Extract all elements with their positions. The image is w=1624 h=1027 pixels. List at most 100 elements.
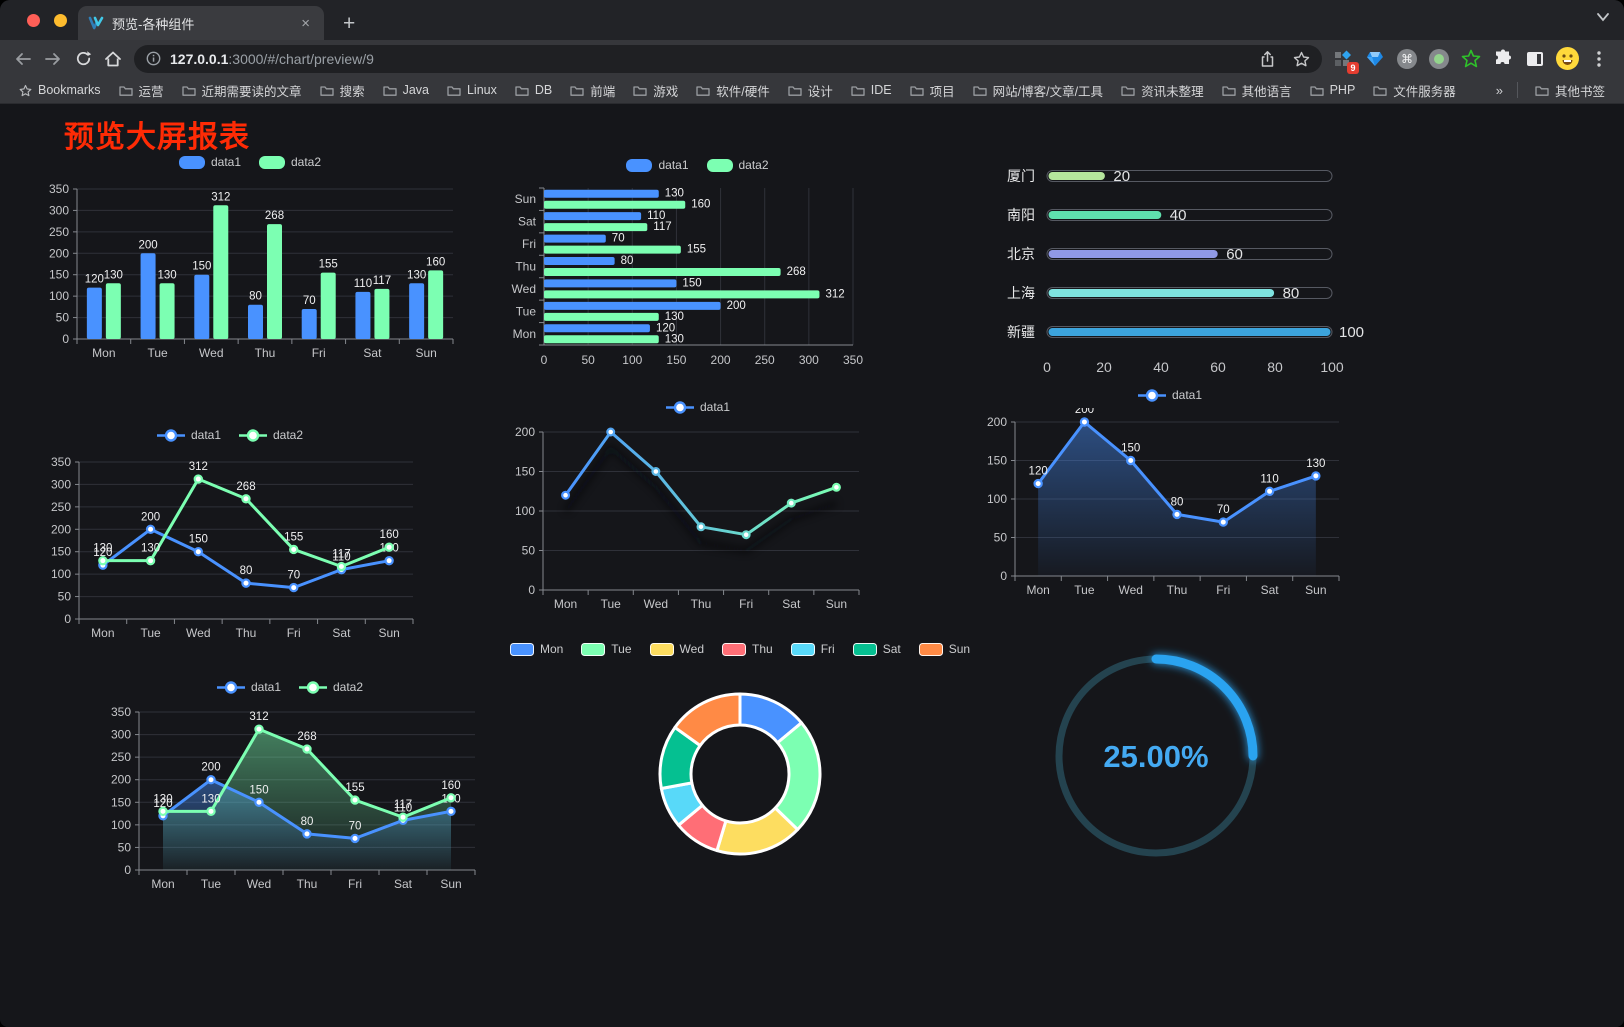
extension-gem-icon[interactable] — [1362, 46, 1388, 72]
svg-text:Sat: Sat — [363, 346, 382, 360]
other-bookmarks-label: 其他书签 — [1554, 84, 1605, 99]
folder-icon — [570, 85, 584, 96]
bookmark-item[interactable]: 搜索 — [311, 78, 374, 103]
legend-swatch — [259, 155, 285, 169]
bookmark-item[interactable]: IDE — [842, 80, 901, 100]
legend-label: Mon — [539, 642, 564, 656]
svg-text:Mon: Mon — [151, 877, 174, 891]
other-bookmarks-folder[interactable]: 其他书签 — [1526, 78, 1614, 103]
legend-item[interactable]: Tue — [581, 642, 632, 656]
svg-text:250: 250 — [51, 500, 71, 514]
extension-grid-icon[interactable]: 9 — [1330, 46, 1359, 74]
extensions-puzzle-icon[interactable] — [1490, 46, 1516, 72]
bookmark-item[interactable]: 软件/硬件 — [687, 78, 778, 103]
side-panel-icon[interactable] — [1522, 46, 1548, 72]
legend-item[interactable]: Mon — [509, 642, 564, 656]
svg-text:350: 350 — [843, 353, 863, 367]
svg-text:40: 40 — [1153, 359, 1169, 375]
legend-swatch — [178, 155, 205, 169]
legend-item[interactable]: data1 — [626, 158, 689, 172]
home-icon[interactable] — [98, 44, 128, 74]
bookmark-item[interactable]: 文件服务器 — [1364, 78, 1465, 103]
legend-marker-icon — [239, 428, 267, 442]
legend-item[interactable]: data2 — [239, 428, 303, 442]
svg-text:250: 250 — [49, 225, 69, 239]
legend-item[interactable]: data1 — [665, 400, 730, 414]
profile-avatar[interactable] — [1554, 46, 1580, 72]
svg-text:Mon: Mon — [554, 597, 577, 611]
bookmark-item[interactable]: Java — [374, 80, 438, 100]
back-icon[interactable] — [8, 44, 38, 74]
legend-item[interactable]: data2 — [259, 155, 321, 169]
folder-icon — [118, 85, 133, 96]
share-icon[interactable] — [1260, 50, 1275, 68]
bookmark-item[interactable]: 近期需要读的文章 — [173, 78, 311, 103]
svg-text:Thu: Thu — [691, 597, 712, 611]
bookmark-item[interactable]: 项目 — [901, 78, 964, 103]
close-window-button[interactable] — [27, 14, 40, 27]
bookmark-star-icon[interactable] — [1293, 51, 1310, 67]
tab-search-chevron-icon[interactable] — [1596, 12, 1610, 22]
minimize-window-button[interactable] — [54, 14, 67, 27]
legend-item[interactable]: Wed — [649, 642, 704, 656]
bookmark-item[interactable]: DB — [506, 80, 561, 100]
svg-text:150: 150 — [515, 465, 535, 479]
bookmark-item[interactable]: 网站/博客/文章/工具 — [964, 78, 1112, 103]
extension-dot-icon[interactable] — [1426, 46, 1452, 72]
legend-item[interactable]: data1 — [156, 428, 221, 442]
svg-text:0: 0 — [541, 353, 548, 367]
legend-item[interactable]: Thu — [722, 642, 773, 656]
reload-icon[interactable] — [68, 44, 98, 74]
bookmark-label: 网站/博客/文章/工具 — [992, 84, 1104, 99]
browser-tab[interactable]: 预览-各种组件 × — [78, 6, 324, 40]
bookmark-item[interactable]: 运营 — [110, 78, 173, 103]
legend-item[interactable]: data1 — [1137, 388, 1202, 402]
extension-command-icon[interactable]: ⌘ — [1394, 46, 1420, 72]
svg-text:新疆: 新疆 — [1007, 324, 1035, 340]
legend-item[interactable]: Fri — [790, 642, 835, 656]
bookmark-item[interactable]: 资讯未整理 — [1112, 78, 1213, 103]
svg-text:50: 50 — [581, 353, 595, 367]
svg-text:50: 50 — [58, 590, 72, 604]
bookmark-item[interactable]: 前端 — [561, 78, 624, 103]
chart-grouped-bar: data1 data2 0 50 100 150 200 250 300 350 Mon Tue Wed… — [35, 149, 465, 369]
tab-close-icon[interactable]: × — [301, 14, 310, 32]
address-bar[interactable]: 127.0.0.1:3000/#/chart/preview/9 — [134, 44, 1322, 73]
bookmark-item[interactable]: 游戏 — [624, 78, 687, 103]
legend-label: data2 — [333, 680, 364, 694]
bookmark-item[interactable]: 设计 — [779, 78, 842, 103]
svg-text:70: 70 — [287, 570, 300, 582]
folder-icon — [633, 85, 647, 96]
svg-text:Sun: Sun — [440, 877, 461, 891]
chart-legend: data1 — [975, 382, 1365, 408]
legend-item[interactable]: data2 — [706, 158, 769, 172]
legend-item[interactable]: Sun — [918, 642, 970, 656]
legend-item[interactable]: Sat — [852, 642, 901, 656]
bookmarks-root[interactable]: Bookmarks — [10, 80, 110, 100]
bookmark-label: 近期需要读的文章 — [201, 84, 302, 99]
extension-star-icon[interactable] — [1458, 46, 1484, 72]
chart-canvas: 0 50 100 150 200 250 300 350 Mon Tue Wed Thu Fri Sat S… — [49, 182, 454, 360]
bookmark-item[interactable]: PHP — [1301, 80, 1365, 100]
forward-icon[interactable] — [38, 44, 68, 74]
new-tab-button[interactable]: + — [343, 12, 356, 35]
site-info-icon[interactable] — [146, 51, 161, 66]
bookmarks-root-label: Bookmarks — [38, 83, 101, 97]
legend-label: Tue — [611, 642, 632, 656]
svg-text:300: 300 — [49, 203, 69, 217]
folder-icon — [382, 85, 397, 96]
svg-text:50: 50 — [56, 311, 70, 325]
svg-text:117: 117 — [394, 799, 412, 811]
legend-item[interactable]: data1 — [178, 155, 241, 169]
chart-canvas: 0 50 100 150 200 250 300 350 Mon Tue Wed Thu Fri Sat S… — [51, 455, 414, 640]
bookmark-item[interactable]: Linux — [438, 80, 506, 100]
svg-text:100: 100 — [1339, 324, 1364, 341]
svg-text:Sat: Sat — [394, 877, 413, 891]
tab-strip: 预览-各种组件 × + — [0, 0, 1624, 40]
legend-item[interactable]: data1 — [216, 680, 281, 694]
bookmarks-overflow-chevron[interactable]: » — [1495, 82, 1503, 98]
legend-item[interactable]: data2 — [299, 680, 363, 694]
browser-menu-icon[interactable] — [1586, 46, 1612, 72]
bookmark-item[interactable]: 其他语言 — [1213, 78, 1301, 103]
svg-text:Fri: Fri — [522, 237, 536, 251]
